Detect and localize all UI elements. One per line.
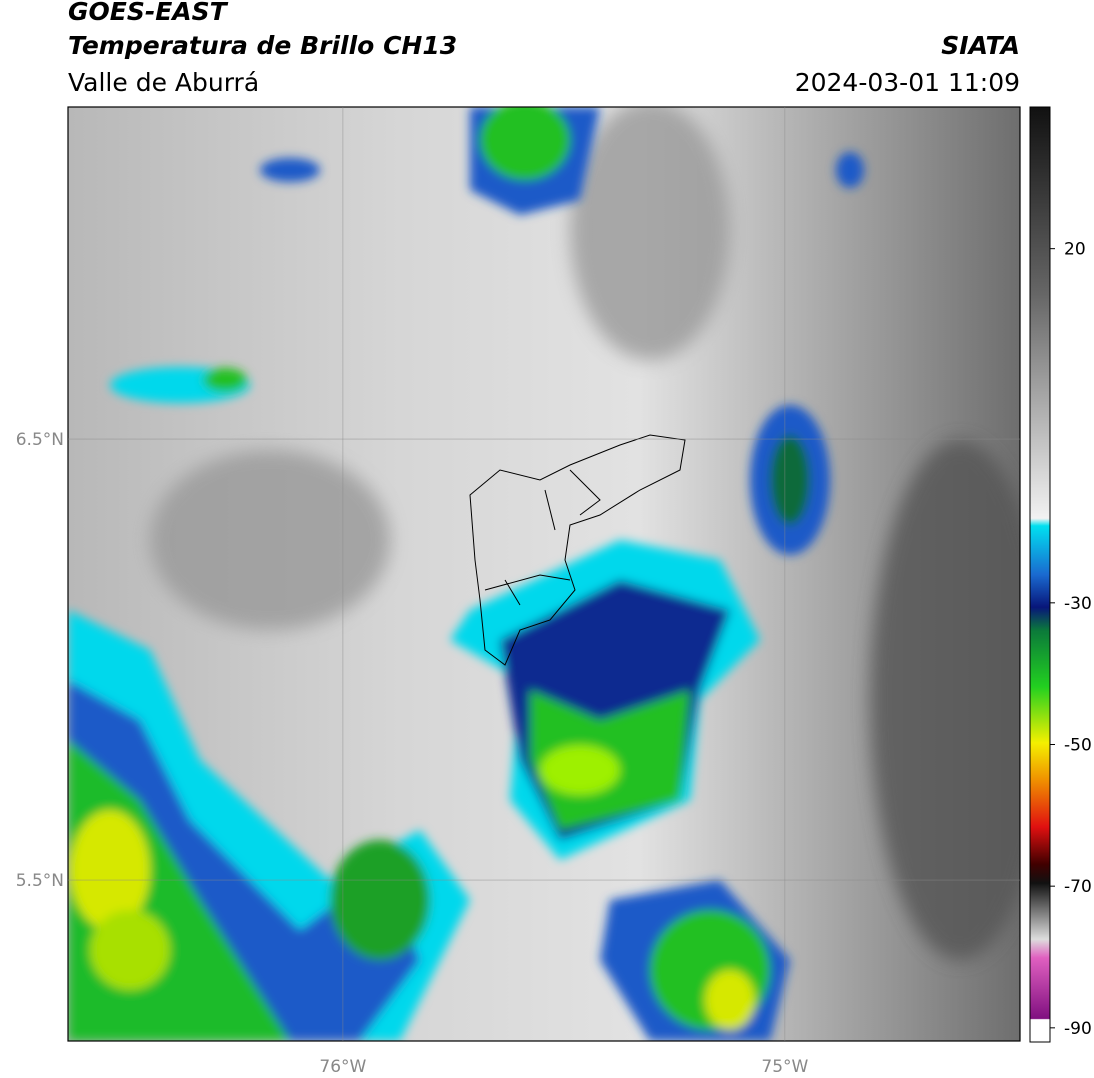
subtitle: Temperatura de Brillo CH13 <box>68 31 457 60</box>
source: SIATA <box>941 31 1020 60</box>
map-frame <box>67 106 1021 1042</box>
colorbar-tick-label: -70 <box>1064 877 1092 897</box>
colorbar-tick-label: -30 <box>1064 594 1092 614</box>
region: Valle de Aburrá <box>68 68 259 97</box>
y-tick-label: 6.5°N <box>16 430 64 450</box>
x-tick-label: 75°W <box>761 1057 808 1077</box>
datetime: 2024-03-01 11:09 <box>795 68 1020 97</box>
x-tick-label: 76°W <box>319 1057 366 1077</box>
colorbar-tick-label: 20 <box>1064 240 1086 260</box>
colorbar <box>1029 106 1051 1043</box>
title: GOES-EAST <box>68 0 229 26</box>
y-tick-label: 5.5°N <box>16 871 64 891</box>
colorbar-tick-label: -50 <box>1064 736 1092 756</box>
satellite-image <box>68 107 1020 1041</box>
colorbar-tick-label: -90 <box>1064 1019 1092 1039</box>
